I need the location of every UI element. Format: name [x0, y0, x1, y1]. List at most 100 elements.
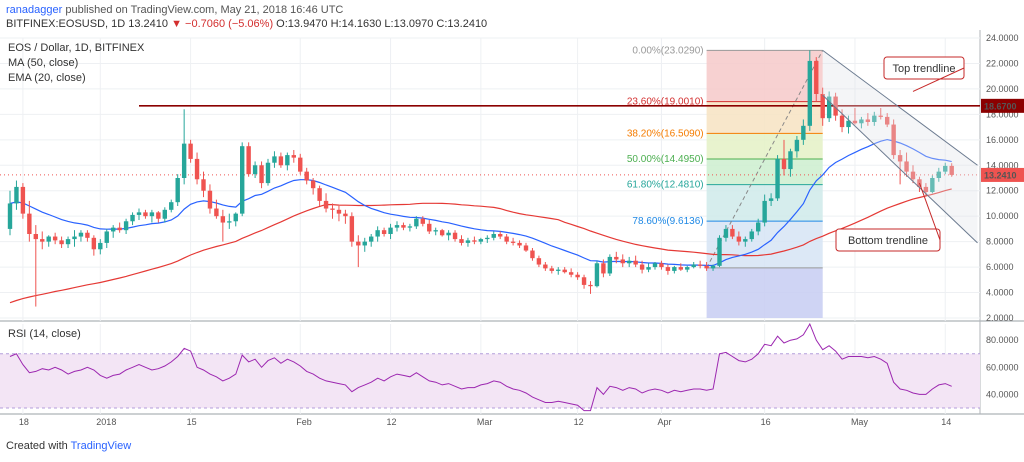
candle-body	[736, 236, 742, 242]
candle-body	[504, 236, 509, 242]
candle	[936, 167, 941, 182]
candle-body	[646, 267, 651, 270]
candle	[568, 268, 574, 278]
fibonacci-retracement: 0.00%(23.0290) 23.60%(19.0010) 38.20%(16.5…	[627, 45, 824, 318]
candle	[543, 262, 548, 271]
candle-body	[7, 203, 13, 229]
candle-body	[78, 232, 84, 237]
candle	[498, 231, 503, 240]
candle-body	[510, 241, 516, 243]
candle	[117, 222, 122, 233]
candle-body	[859, 119, 864, 124]
candle	[401, 222, 406, 231]
candle	[614, 251, 619, 264]
candle	[523, 242, 529, 252]
candle	[72, 230, 77, 247]
candle-body	[639, 264, 645, 270]
candle	[588, 281, 593, 294]
candle-body	[420, 218, 425, 224]
candle	[891, 119, 896, 159]
candle	[517, 240, 522, 248]
candle-body	[52, 236, 58, 241]
candle-body	[943, 165, 948, 172]
x-tick-label: Feb	[296, 417, 312, 427]
candle	[659, 260, 664, 270]
candle-body	[523, 245, 529, 251]
y-tick-label: 4.0000	[986, 288, 1014, 298]
candle	[188, 139, 193, 163]
y-tick-label: 24.0000	[986, 33, 1019, 43]
candle-body	[478, 239, 484, 242]
candle-body	[923, 186, 929, 192]
candle	[162, 207, 167, 223]
candle	[59, 236, 64, 248]
candle	[123, 218, 129, 234]
fib-level-label: 50.00%(14.4950)	[627, 154, 704, 165]
candle-body	[768, 198, 774, 201]
candle-body	[414, 218, 419, 227]
candle	[201, 171, 206, 198]
candle-body	[72, 236, 77, 240]
candle-body	[169, 202, 174, 210]
candle	[33, 225, 38, 307]
candle	[304, 167, 309, 185]
candle	[536, 255, 542, 268]
candle	[278, 152, 284, 168]
candle-body	[891, 124, 896, 156]
fib-zone	[706, 158, 823, 185]
tradingview-logo-text[interactable]: TradingView	[70, 440, 132, 452]
candle-body	[685, 267, 690, 270]
candle	[143, 209, 148, 219]
candle	[562, 267, 567, 274]
y-tick-label: 10.0000	[986, 211, 1019, 221]
candle-body	[233, 213, 238, 222]
candle-body	[794, 139, 800, 152]
y-tick-label: 22.0000	[986, 58, 1019, 68]
candle-body	[452, 232, 458, 240]
candle	[427, 220, 432, 234]
y-tick-label: 12.0000	[986, 186, 1019, 196]
candle	[420, 216, 425, 227]
candle	[452, 230, 458, 242]
candle	[549, 265, 554, 274]
candle-body	[872, 115, 877, 122]
candle	[446, 230, 451, 241]
candle	[7, 190, 13, 236]
x-tick-label: 14	[941, 417, 951, 427]
candle-body	[910, 171, 916, 180]
candle	[459, 235, 464, 246]
candle	[730, 225, 735, 240]
candle-body	[240, 146, 245, 214]
candle	[169, 199, 174, 213]
candle-body	[33, 234, 38, 240]
candle-body	[227, 221, 232, 223]
candle-body	[607, 256, 613, 274]
x-tick-label: 18	[19, 417, 29, 427]
rsi-line	[9, 322, 952, 412]
ma-50-line	[9, 188, 952, 304]
candle	[136, 208, 142, 220]
rsi-title: RSI (14, close)	[8, 328, 81, 340]
ema-20-line	[9, 138, 952, 267]
author-link[interactable]: ranadagger	[6, 4, 63, 16]
candle-body	[175, 178, 180, 203]
candle-body	[111, 227, 116, 232]
candle-body	[885, 116, 890, 125]
candle	[736, 231, 742, 246]
candle-body	[259, 165, 264, 184]
candle	[885, 113, 890, 128]
candle	[343, 209, 348, 224]
candle	[375, 226, 380, 242]
candle	[749, 228, 754, 242]
candle-body	[433, 230, 438, 232]
candle-body	[878, 115, 883, 117]
candle	[814, 57, 819, 102]
candle-body	[749, 231, 754, 240]
candle-body	[762, 200, 767, 223]
candle-body	[27, 213, 32, 234]
candle-body	[536, 258, 542, 265]
bottom-trendline-callout-pointer	[918, 182, 941, 241]
candle	[594, 260, 600, 288]
candle	[14, 180, 19, 210]
